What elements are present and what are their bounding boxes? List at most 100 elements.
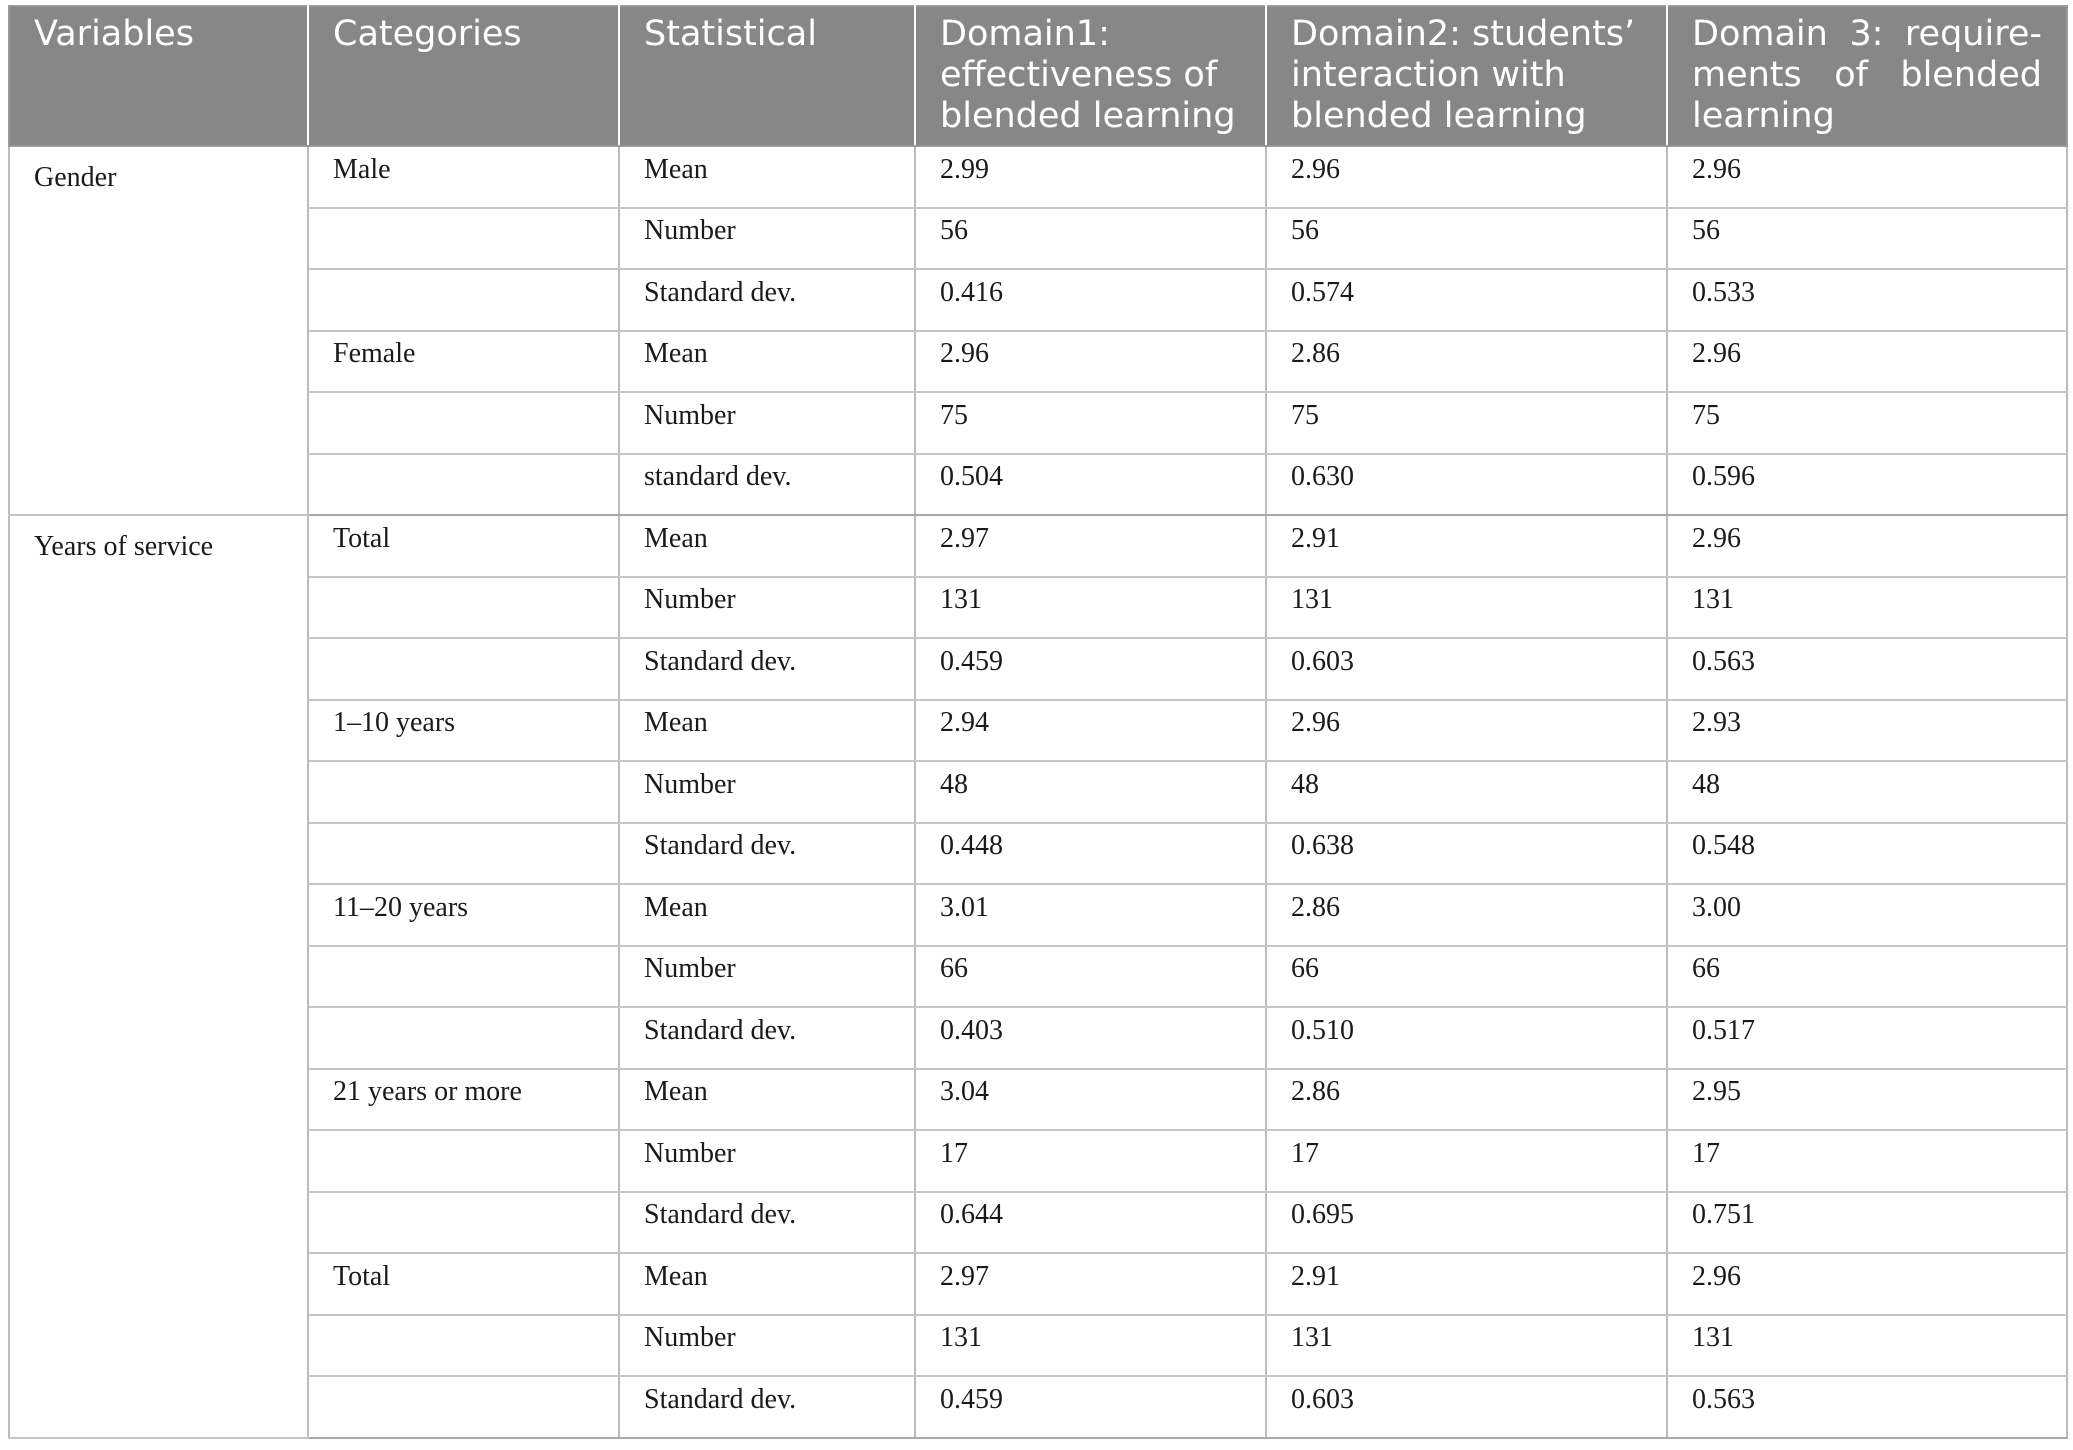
table-row: Number 66 66 66 <box>9 945 2068 1008</box>
cell-category: Female <box>307 330 620 393</box>
cell-category <box>307 576 620 639</box>
cell-domain2: 0.603 <box>1265 638 1668 701</box>
table-row: Female Mean 2.96 2.86 2.96 <box>9 330 2068 393</box>
table-row: Standard dev. 0.459 0.603 0.563 <box>9 638 2068 701</box>
cell-category <box>307 638 620 701</box>
table-header: Variables Categories Statistical Domain1… <box>8 5 2068 147</box>
cell-domain3: 131 <box>1666 576 2068 639</box>
statistics-table-container: Variables Categories Statistical Domain1… <box>8 5 2068 1439</box>
cell-statistic: Number <box>618 392 916 455</box>
table-row: Number 131 131 131 <box>9 1314 2068 1377</box>
table-row: 21 years or more Mean 3.04 2.86 2.95 <box>9 1068 2068 1131</box>
cell-domain1: 131 <box>914 576 1267 639</box>
table-row: Standard dev. 0.459 0.603 0.563 <box>9 1376 2068 1439</box>
table-row: Number 75 75 75 <box>9 392 2068 455</box>
table-row: Standard dev. 0.448 0.638 0.548 <box>9 822 2068 885</box>
table-body: Gender Male Mean 2.99 2.96 2.96 Number 56 56 56 St… <box>8 146 2068 1439</box>
cell-domain2: 0.695 <box>1265 1191 1668 1254</box>
cell-domain2: 75 <box>1265 392 1668 455</box>
cell-variable: Years of service <box>8 515 309 1439</box>
cell-category <box>307 453 620 516</box>
cell-statistic: Number <box>618 207 916 270</box>
table-row: Number 131 131 131 <box>9 576 2068 639</box>
cell-category: Total <box>307 1253 620 1316</box>
header-variables: Variables <box>8 5 309 147</box>
cell-domain1: 48 <box>914 761 1267 824</box>
header-domain1: Domain1: effectiveness of blended learni… <box>914 5 1267 147</box>
cell-statistic: Number <box>618 945 916 1008</box>
statistics-table: Variables Categories Statistical Domain1… <box>8 5 2068 1439</box>
cell-category <box>307 1191 620 1254</box>
cell-statistic: Mean <box>618 699 916 762</box>
cell-domain2: 56 <box>1265 207 1668 270</box>
cell-domain3: 131 <box>1666 1314 2068 1377</box>
table-row: Years of service Total Mean 2.97 2.91 2.96 <box>8 515 2068 1439</box>
cell-statistic: Mean <box>618 146 916 209</box>
cell-domain3: 56 <box>1666 207 2068 270</box>
cell-statistic: Standard dev. <box>618 1191 916 1254</box>
cell-domain1: 2.97 <box>914 515 1267 578</box>
cell-domain3: 0.563 <box>1666 1376 2068 1439</box>
cell-statistic: Standard dev. <box>618 638 916 701</box>
cell-domain1: 2.94 <box>914 699 1267 762</box>
cell-domain2: 2.96 <box>1265 699 1668 762</box>
cell-category: 11–20 years <box>307 884 620 947</box>
cell-domain1: 0.459 <box>914 1376 1267 1439</box>
table-row: 11–20 years Mean 3.01 2.86 3.00 <box>9 884 2068 947</box>
cell-domain2: 0.638 <box>1265 822 1668 885</box>
cell-domain3: 0.596 <box>1666 453 2068 516</box>
table-row: 1–10 years Mean 2.94 2.96 2.93 <box>9 699 2068 762</box>
cell-domain3: 48 <box>1666 761 2068 824</box>
table-row: standard dev. 0.504 0.630 0.596 <box>9 453 2068 516</box>
cell-domain3: 2.95 <box>1666 1068 2068 1131</box>
cell-domain1: 3.04 <box>914 1068 1267 1131</box>
cell-category: 21 years or more <box>307 1068 620 1131</box>
cell-category <box>307 1130 620 1193</box>
cell-statistic: Standard dev. <box>618 1376 916 1439</box>
cell-domain2: 2.86 <box>1265 1068 1668 1131</box>
cell-category: Total <box>307 515 620 578</box>
cell-category <box>307 1007 620 1070</box>
table-row: Number 48 48 48 <box>9 761 2068 824</box>
cell-domain3: 2.93 <box>1666 699 2068 762</box>
cell-domain1: 66 <box>914 945 1267 1008</box>
cell-domain2: 0.510 <box>1265 1007 1668 1070</box>
cell-domain2: 2.96 <box>1265 146 1668 209</box>
header-domain3: Domain 3: require-ments of blended learn… <box>1666 5 2068 147</box>
cell-statistic: Number <box>618 761 916 824</box>
cell-category <box>307 392 620 455</box>
cell-domain3: 2.96 <box>1666 515 2068 578</box>
cell-domain2: 48 <box>1265 761 1668 824</box>
cell-domain1: 0.416 <box>914 269 1267 332</box>
cell-statistic: standard dev. <box>618 453 916 516</box>
cell-domain2: 131 <box>1265 1314 1668 1377</box>
cell-domain1: 0.644 <box>914 1191 1267 1254</box>
table-row: Number 17 17 17 <box>9 1130 2068 1193</box>
cell-domain1: 131 <box>914 1314 1267 1377</box>
table-row: Standard dev. 0.403 0.510 0.517 <box>9 1007 2068 1070</box>
cell-domain2: 66 <box>1265 945 1668 1008</box>
cell-domain1: 17 <box>914 1130 1267 1193</box>
cell-statistic: Standard dev. <box>618 269 916 332</box>
table-row: Total Mean 2.97 2.91 2.96 <box>9 1253 2068 1316</box>
cell-domain3: 0.533 <box>1666 269 2068 332</box>
cell-variable: Gender <box>8 146 309 516</box>
cell-domain1: 0.504 <box>914 453 1267 516</box>
cell-domain1: 0.403 <box>914 1007 1267 1070</box>
cell-domain3: 2.96 <box>1666 330 2068 393</box>
cell-statistic: Mean <box>618 515 916 578</box>
cell-domain2: 2.86 <box>1265 884 1668 947</box>
cell-domain1: 56 <box>914 207 1267 270</box>
cell-domain1: 2.97 <box>914 1253 1267 1316</box>
cell-statistic: Number <box>618 576 916 639</box>
cell-domain3: 0.751 <box>1666 1191 2068 1254</box>
cell-category <box>307 207 620 270</box>
header-categories: Categories <box>307 5 620 147</box>
cell-domain3: 0.517 <box>1666 1007 2068 1070</box>
cell-statistic: Standard dev. <box>618 1007 916 1070</box>
cell-category <box>307 822 620 885</box>
cell-domain3: 0.548 <box>1666 822 2068 885</box>
cell-statistic: Mean <box>618 1253 916 1316</box>
cell-statistic: Mean <box>618 330 916 393</box>
cell-category <box>307 761 620 824</box>
